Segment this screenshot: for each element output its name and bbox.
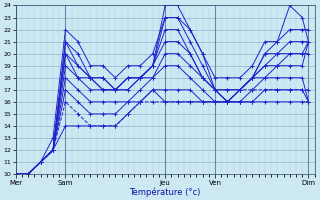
X-axis label: Température (°c): Température (°c) — [130, 187, 201, 197]
